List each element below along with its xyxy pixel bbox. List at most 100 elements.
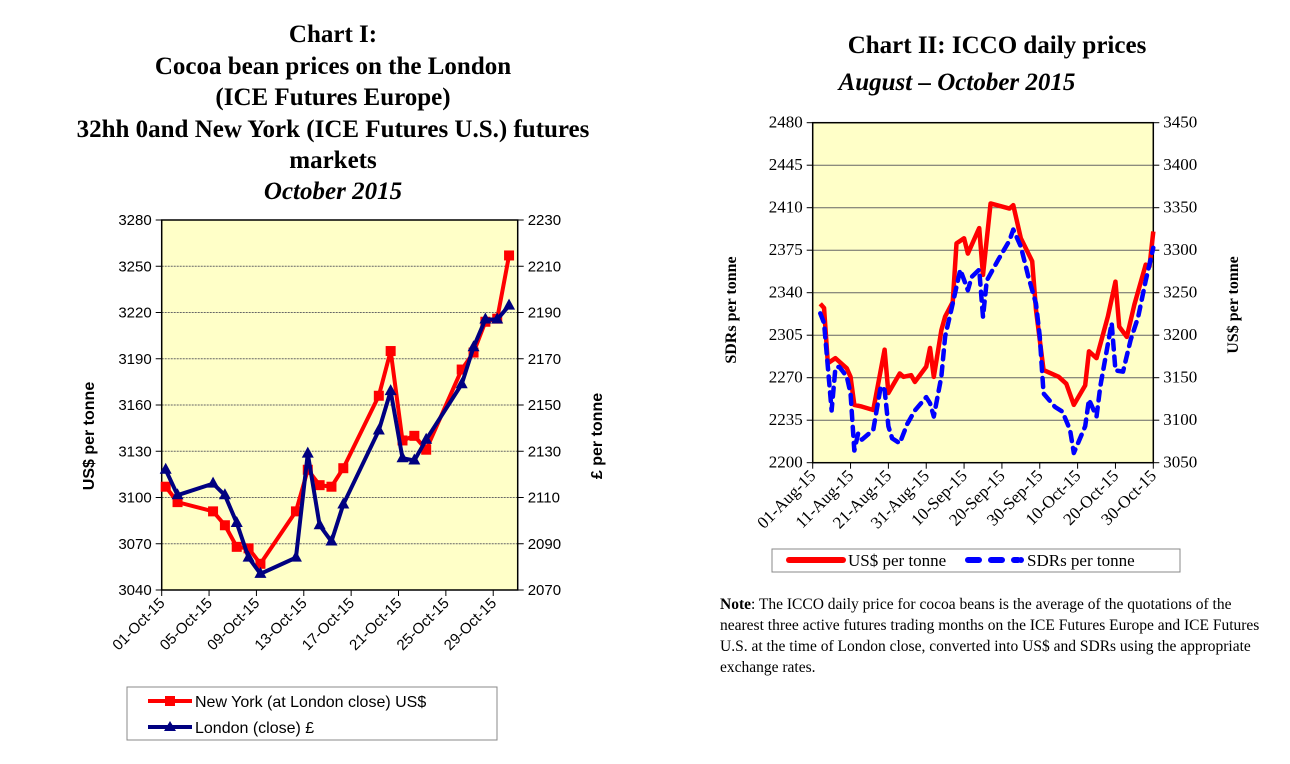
chart2-legend: US$ per tonne SDRs per tonne [771, 548, 1181, 573]
chart2-y-axis-label: SDRs per tonne [723, 256, 740, 363]
data-point-square [409, 430, 420, 441]
chart1-title-line: markets [289, 147, 377, 174]
series-line-sdr [818, 227, 1156, 456]
legend-box [126, 686, 498, 741]
y2-tick-label: 3450 [1163, 113, 1197, 132]
legend-label-usd: US$ per tonne [848, 551, 946, 570]
legend-label-london: London (close) £ [195, 720, 314, 737]
y2-tick-label: 3200 [1163, 325, 1197, 344]
data-point-square [243, 543, 254, 554]
chart1-title-line: Chart I: [289, 21, 377, 48]
y2-tick-label: 2230 [528, 212, 561, 229]
y2-tick-label: 2170 [528, 351, 561, 368]
data-point-triangle [230, 515, 243, 527]
chart1: 3040 2070 3070 2090 3100 2110 3130 2130 3160 2150… [109, 212, 561, 654]
y-tick-label: 3190 [118, 351, 151, 368]
data-point-square [255, 558, 266, 569]
y-tick-label: 3130 [118, 443, 151, 460]
data-point-triangle [171, 488, 184, 500]
chart2-subtitle: August – October 2015 [837, 69, 1076, 96]
data-point-triangle [479, 312, 492, 324]
data-point-triangle [396, 451, 409, 463]
chart1-title: Chart I: Cocoa bean prices on the London… [77, 21, 590, 205]
y2-tick-label: 3250 [1163, 283, 1197, 302]
square-marker-icon [165, 696, 175, 706]
data-point-triangle [313, 518, 326, 530]
y2-tick-label: 3350 [1163, 198, 1197, 217]
y-tick-label: 3100 [118, 490, 151, 507]
y2-tick-label: 3050 [1163, 453, 1197, 472]
data-point-square [290, 506, 301, 517]
legend-label-ny: New York (at London close) US$ [195, 694, 426, 711]
data-point-square [385, 346, 396, 357]
y-tick-label: 2410 [769, 198, 803, 217]
data-point-square [504, 250, 515, 261]
y-tick-label: 2235 [769, 410, 803, 429]
chart1-title-line: 32hh 0and New York (ICE Futures U.S.) fu… [77, 116, 590, 143]
note-text: : The ICCO daily price for cocoa beans i… [720, 596, 1260, 676]
y-tick-label: 3070 [118, 536, 151, 553]
y2-tick-label: 3400 [1163, 155, 1197, 174]
triangle-marker-icon [164, 721, 176, 731]
data-point-triangle [337, 497, 350, 509]
note-label: Note [720, 596, 751, 613]
data-point-triangle [503, 298, 516, 310]
data-point-square [456, 364, 467, 375]
legend-dot [1018, 557, 1024, 563]
y-tick-label: 2480 [769, 113, 803, 132]
chart2-title: Chart II: ICCO daily prices [848, 32, 1147, 59]
data-point-square [172, 497, 183, 508]
note: Note: The ICCO daily price for cocoa bea… [720, 594, 1260, 678]
data-point-triangle [242, 550, 255, 562]
data-point-square [421, 444, 432, 455]
data-point-square [314, 480, 325, 491]
y-tick-label: 3160 [118, 397, 151, 414]
y-tick-label: 2270 [769, 368, 803, 387]
data-point-triangle [455, 377, 468, 389]
data-point-triangle [254, 566, 267, 578]
y-tick-label: 3280 [118, 212, 151, 229]
chart2-y2-axis-label: US$ per tonne [1225, 256, 1242, 354]
chart2: 2200 3050 2235 3100 2270 3150 2305 3200 2340 3250… [753, 113, 1197, 533]
y2-tick-label: 2070 [528, 582, 561, 599]
y2-tick-label: 2090 [528, 536, 561, 553]
data-point-triangle [467, 340, 480, 352]
data-point-triangle [384, 384, 397, 396]
y2-tick-label: 2210 [528, 258, 561, 275]
y-tick-label: 3220 [118, 305, 151, 322]
chart1-y-axis-label: US$ per tonne [81, 382, 98, 491]
data-point-square [397, 435, 408, 446]
data-point-square [231, 541, 242, 552]
y-tick-label: 2375 [769, 240, 803, 259]
y2-tick-label: 3300 [1163, 240, 1197, 259]
x-tick-label: 29-Oct-15 [441, 595, 500, 654]
y-tick-label: 3250 [118, 258, 151, 275]
chart1-title-line: Cocoa bean prices on the London [155, 53, 511, 80]
y2-tick-label: 2110 [528, 490, 560, 507]
chart1-title-line: (ICE Futures Europe) [215, 84, 450, 111]
data-point-square [373, 390, 384, 401]
chart1-y2-axis-label: £ per tonne [589, 393, 606, 479]
data-point-triangle [408, 453, 421, 465]
y2-tick-label: 2190 [528, 305, 561, 322]
series-line-london [163, 304, 511, 576]
data-point-square [219, 520, 230, 531]
data-point-square [208, 506, 219, 517]
y-tick-label: 2200 [769, 453, 803, 472]
y-tick-label: 2445 [769, 155, 803, 174]
plot-border [160, 219, 519, 591]
chart1-subtitle: October 2015 [264, 178, 402, 205]
data-point-triangle [372, 423, 385, 435]
y2-tick-label: 3150 [1163, 368, 1197, 387]
data-point-triangle [325, 534, 338, 546]
data-point-square [338, 463, 349, 474]
y-tick-label: 2305 [769, 325, 803, 344]
plot-border [811, 121, 1155, 464]
data-point-square [326, 481, 337, 492]
data-point-triangle [207, 476, 220, 488]
data-point-square [160, 481, 171, 492]
y-tick-label: 3040 [118, 582, 151, 599]
y-tick-label: 2340 [769, 283, 803, 302]
legend-label-sdr: SDRs per tonne [1027, 551, 1135, 570]
